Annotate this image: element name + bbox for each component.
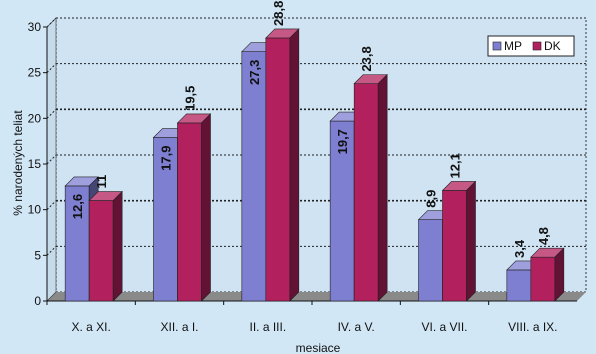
x-axis-title: mesiace <box>296 341 341 354</box>
y-tick-label: 25 <box>28 66 42 80</box>
data-label: 4,8 <box>536 227 551 245</box>
data-label: 28,8 <box>271 1 286 26</box>
data-label: 12,6 <box>70 194 85 219</box>
legend-label-dk: DK <box>544 39 561 53</box>
bar-mp <box>418 219 443 302</box>
y-tick-label: 10 <box>28 203 42 217</box>
bar-mp <box>241 51 267 302</box>
bar-mp <box>64 185 90 302</box>
plot-area <box>46 17 587 302</box>
x-tick-label: VI. a VII. <box>421 320 467 334</box>
bars <box>64 28 565 302</box>
bar-dk <box>177 122 202 302</box>
bar-side-dk <box>554 247 565 302</box>
data-label: 11 <box>94 175 109 189</box>
bar-dk <box>265 37 291 302</box>
y-axis-title: % narodených teliat <box>11 110 25 216</box>
data-labels: 12,6 11 17,9 19,5 27,3 28,8 19,7 23,8 8,9 12,1 3,4… <box>70 1 551 258</box>
data-label: 3,4 <box>512 239 527 258</box>
x-tick-label: X. a XI. <box>71 320 110 334</box>
bar-dk <box>530 256 556 302</box>
x-tick-label: II. a III. <box>249 320 286 334</box>
bar-side-dk <box>289 28 300 302</box>
data-label: 19,7 <box>335 129 350 154</box>
plot-floor <box>47 292 586 301</box>
data-label: 19,5 <box>183 86 198 111</box>
bar-side-dk <box>466 180 476 302</box>
y-tick-label: 20 <box>28 111 42 125</box>
legend: MP DK <box>487 35 575 57</box>
data-label: 8,9 <box>424 190 439 208</box>
bar-dk <box>353 83 379 302</box>
data-label: 23,8 <box>359 46 374 71</box>
bar-side-dk <box>112 190 123 302</box>
data-label: 12,1 <box>448 153 463 178</box>
x-tick-label: IV. a V. <box>338 320 375 334</box>
data-label: 27,3 <box>247 60 262 85</box>
y-tick-label: 5 <box>34 248 41 262</box>
bar-mp <box>329 120 355 302</box>
y-tick-label: 0 <box>34 294 41 308</box>
legend-label-mp: MP <box>504 39 522 53</box>
y-tick-label: 15 <box>28 157 42 171</box>
legend-box <box>487 35 575 57</box>
x-tick-label: VIII. a IX. <box>508 320 557 334</box>
axes: 0 5 10 15 20 25 30 X. a XI. XII. a I. II. a III. I… <box>28 20 577 334</box>
y-tick-label: 30 <box>28 20 42 34</box>
bar-mp <box>153 137 178 302</box>
legend-swatch-dk <box>532 41 542 51</box>
x-tick-label: XII. a I. <box>160 320 198 334</box>
bar-side-dk <box>201 113 211 302</box>
bar-dk <box>442 190 467 302</box>
bar-dk <box>88 200 114 302</box>
bar-mp <box>506 269 532 302</box>
legend-swatch-mp <box>492 41 502 51</box>
data-label: 17,9 <box>159 146 174 171</box>
plot-side-wall <box>46 17 57 302</box>
bar-side-dk <box>377 73 388 302</box>
